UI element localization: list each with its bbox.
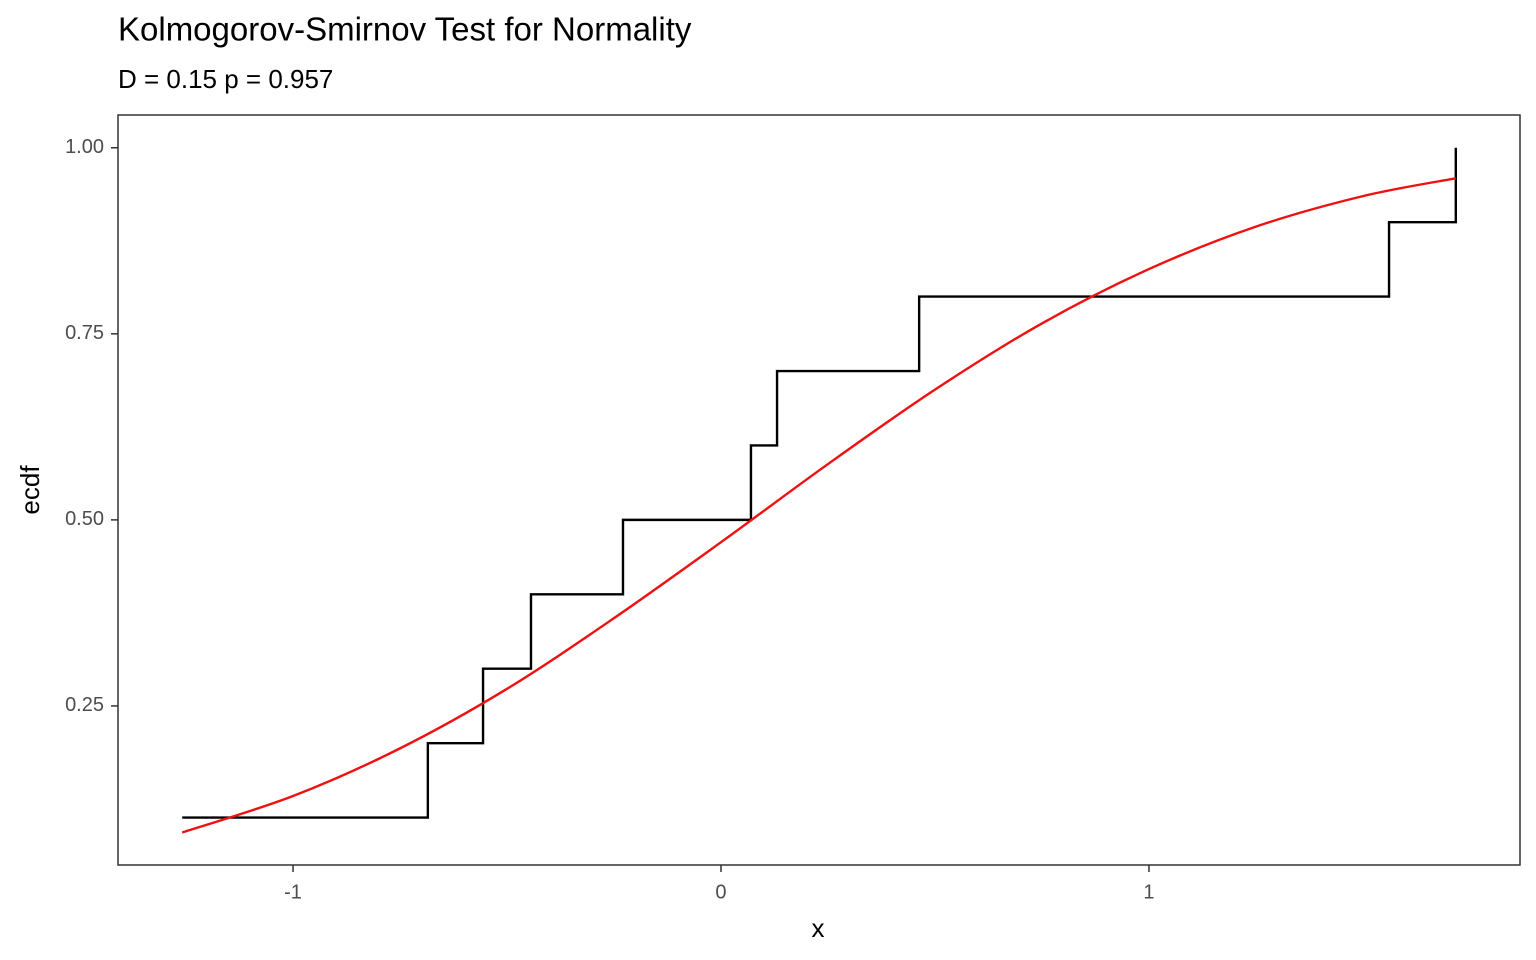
x-axis-title: x [812, 913, 825, 943]
plot-border [117, 114, 1521, 866]
series-line [182, 147, 1458, 819]
x-tick-label: 1 [1143, 881, 1154, 903]
y-tick-label: 1.00 [65, 136, 104, 158]
chart-subtitle: D = 0.15 p = 0.957 [118, 64, 333, 94]
y-axis-title: ecdf [15, 465, 45, 515]
y-tick-label: 0.75 [65, 322, 104, 344]
y-tick-label: 0.50 [65, 508, 104, 530]
x-tick-label: 0 [715, 881, 726, 903]
y-tick-label: 0.25 [65, 694, 104, 716]
series-line [181, 177, 1457, 834]
chart-title: Kolmogorov-Smirnov Test for Normality [118, 11, 692, 48]
x-tick-label: -1 [284, 881, 302, 903]
